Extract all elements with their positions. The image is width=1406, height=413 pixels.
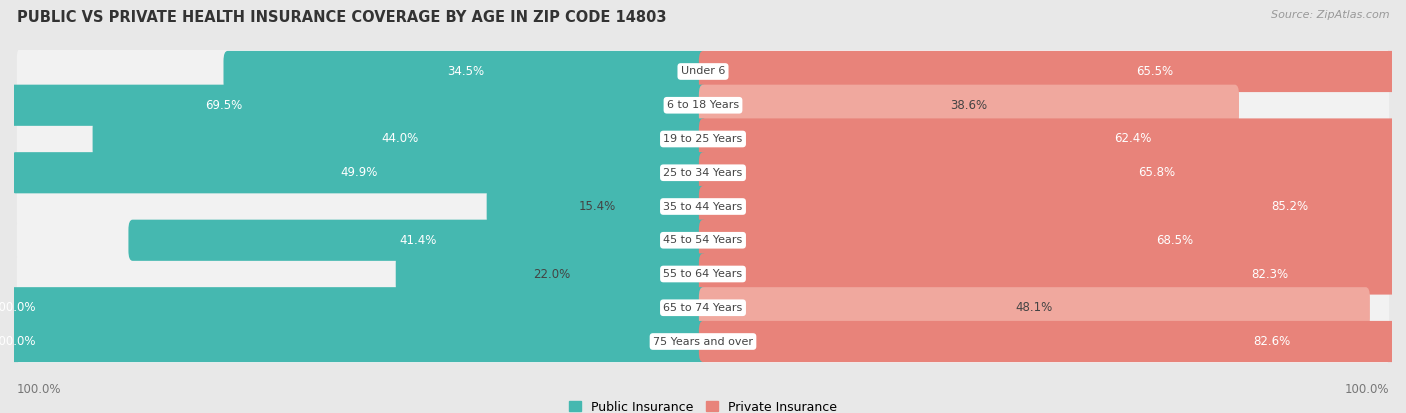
FancyBboxPatch shape <box>699 254 1406 294</box>
FancyBboxPatch shape <box>699 287 1369 328</box>
FancyBboxPatch shape <box>93 119 707 159</box>
Text: Source: ZipAtlas.com: Source: ZipAtlas.com <box>1271 10 1389 20</box>
FancyBboxPatch shape <box>699 321 1406 362</box>
FancyBboxPatch shape <box>17 48 1389 95</box>
Text: 41.4%: 41.4% <box>399 234 436 247</box>
Text: 65.5%: 65.5% <box>1136 65 1173 78</box>
Text: 48.1%: 48.1% <box>1015 301 1053 314</box>
FancyBboxPatch shape <box>128 220 707 261</box>
Text: 82.6%: 82.6% <box>1253 335 1291 348</box>
FancyBboxPatch shape <box>395 254 707 294</box>
Text: 45 to 54 Years: 45 to 54 Years <box>664 235 742 245</box>
FancyBboxPatch shape <box>486 186 707 227</box>
FancyBboxPatch shape <box>0 287 707 328</box>
Text: 100.0%: 100.0% <box>17 384 62 396</box>
FancyBboxPatch shape <box>17 116 1389 162</box>
Text: 15.4%: 15.4% <box>578 200 616 213</box>
Text: PUBLIC VS PRIVATE HEALTH INSURANCE COVERAGE BY AGE IN ZIP CODE 14803: PUBLIC VS PRIVATE HEALTH INSURANCE COVER… <box>17 10 666 25</box>
FancyBboxPatch shape <box>17 251 1389 297</box>
Text: 44.0%: 44.0% <box>381 133 419 145</box>
Text: 38.6%: 38.6% <box>950 99 987 112</box>
Text: 82.3%: 82.3% <box>1251 268 1288 280</box>
FancyBboxPatch shape <box>699 186 1406 227</box>
Text: 35 to 44 Years: 35 to 44 Years <box>664 202 742 211</box>
FancyBboxPatch shape <box>17 285 1389 331</box>
FancyBboxPatch shape <box>699 152 1406 193</box>
FancyBboxPatch shape <box>699 220 1406 261</box>
Text: 49.9%: 49.9% <box>340 166 378 179</box>
Text: 69.5%: 69.5% <box>205 99 243 112</box>
Text: 100.0%: 100.0% <box>0 301 37 314</box>
FancyBboxPatch shape <box>17 217 1389 263</box>
Text: 19 to 25 Years: 19 to 25 Years <box>664 134 742 144</box>
FancyBboxPatch shape <box>17 318 1389 365</box>
Text: 65.8%: 65.8% <box>1137 166 1175 179</box>
Text: 85.2%: 85.2% <box>1271 200 1309 213</box>
FancyBboxPatch shape <box>0 85 707 126</box>
FancyBboxPatch shape <box>699 85 1239 126</box>
Text: 22.0%: 22.0% <box>533 268 569 280</box>
Text: 65 to 74 Years: 65 to 74 Years <box>664 303 742 313</box>
Text: 68.5%: 68.5% <box>1156 234 1194 247</box>
FancyBboxPatch shape <box>17 82 1389 128</box>
FancyBboxPatch shape <box>699 51 1406 92</box>
FancyBboxPatch shape <box>17 150 1389 196</box>
Text: 55 to 64 Years: 55 to 64 Years <box>664 269 742 279</box>
Text: 6 to 18 Years: 6 to 18 Years <box>666 100 740 110</box>
FancyBboxPatch shape <box>224 51 707 92</box>
Text: 75 Years and over: 75 Years and over <box>652 337 754 347</box>
Text: 100.0%: 100.0% <box>1344 384 1389 396</box>
FancyBboxPatch shape <box>17 183 1389 230</box>
Text: 25 to 34 Years: 25 to 34 Years <box>664 168 742 178</box>
Text: 34.5%: 34.5% <box>447 65 484 78</box>
Text: 62.4%: 62.4% <box>1114 133 1152 145</box>
Text: 100.0%: 100.0% <box>0 335 37 348</box>
FancyBboxPatch shape <box>699 119 1406 159</box>
Legend: Public Insurance, Private Insurance: Public Insurance, Private Insurance <box>568 401 838 413</box>
FancyBboxPatch shape <box>0 321 707 362</box>
Text: Under 6: Under 6 <box>681 66 725 76</box>
FancyBboxPatch shape <box>11 152 707 193</box>
